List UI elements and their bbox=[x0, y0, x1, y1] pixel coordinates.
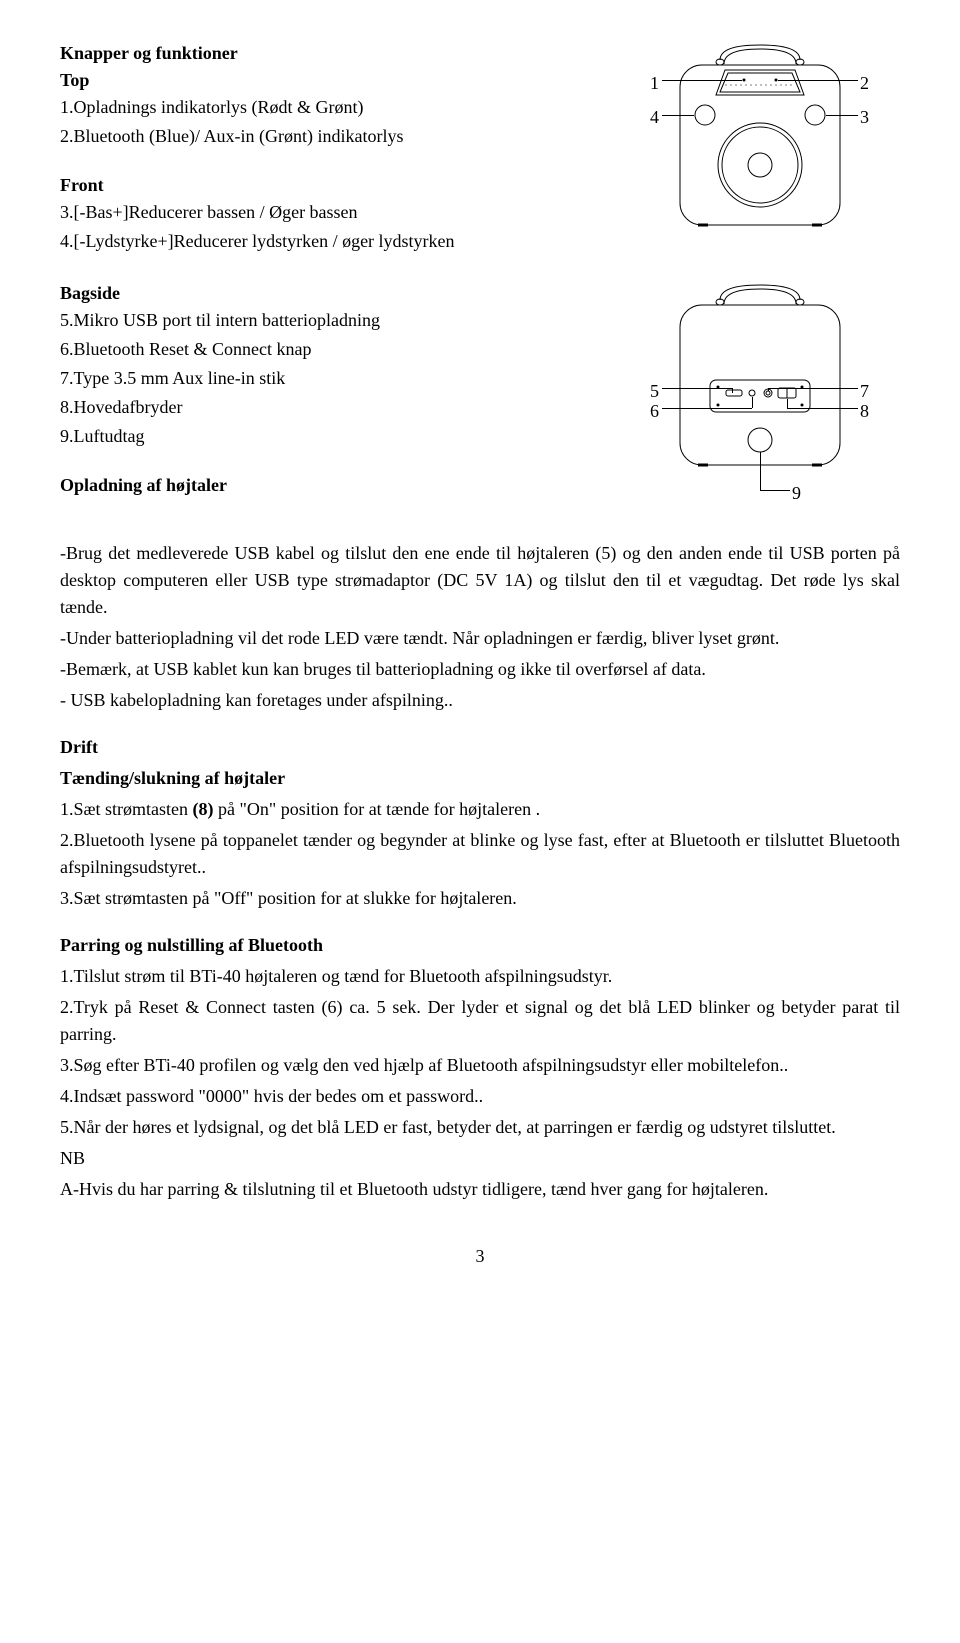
left-column: Knapper og funktioner Top 1.Opladnings i… bbox=[60, 40, 580, 257]
leader-8v bbox=[787, 399, 788, 408]
heading-drift: Drift bbox=[60, 734, 900, 761]
bagside-item-5: 5.Mikro USB port til intern batterioplad… bbox=[60, 307, 580, 334]
heading-parring: Parring og nulstilling af Bluetooth bbox=[60, 932, 900, 959]
leader-5 bbox=[662, 388, 732, 389]
leader-6 bbox=[662, 408, 752, 409]
bagside-item-7: 7.Type 3.5 mm Aux line-in stik bbox=[60, 365, 580, 392]
opladning-p3: -Bemærk, at USB kablet kun kan bruges ti… bbox=[60, 656, 900, 683]
bagside-item-6: 6.Bluetooth Reset & Connect knap bbox=[60, 336, 580, 363]
page-number: 3 bbox=[60, 1243, 900, 1270]
left-column-bagside: Bagside 5.Mikro USB port til intern batt… bbox=[60, 280, 580, 499]
bagside-item-9: 9.Luftudtag bbox=[60, 423, 580, 450]
leader-5v bbox=[732, 388, 733, 393]
opladning-p4: - USB kabelopladning kan foretages under… bbox=[60, 687, 900, 714]
diagram-back: 5 6 7 8 9 bbox=[620, 280, 900, 520]
leader-7 bbox=[768, 388, 858, 389]
diag-label-4: 4 bbox=[650, 104, 659, 131]
heading-opladning: Opladning af højtaler bbox=[60, 472, 580, 499]
parring-item-3: 3.Søg efter BTi-40 profilen og vælg den … bbox=[60, 1052, 900, 1079]
top-item-2: 2.Bluetooth (Blue)/ Aux-in (Grønt) indik… bbox=[60, 123, 580, 150]
diag-label-1: 1 bbox=[650, 70, 659, 97]
heading-top: Top bbox=[60, 67, 580, 94]
leader-7v bbox=[768, 388, 769, 391]
parring-item-1: 1.Tilslut strøm til BTi-40 højtaleren og… bbox=[60, 963, 900, 990]
diag-label-9: 9 bbox=[792, 480, 801, 507]
diagram-back-wrapper: 5 6 7 8 9 bbox=[620, 280, 900, 520]
taending-item-1: 1.Sæt strømtasten (8) på "On" position f… bbox=[60, 796, 900, 823]
heading-bagside: Bagside bbox=[60, 280, 580, 307]
leader-8 bbox=[787, 408, 858, 409]
leader-4 bbox=[662, 115, 694, 116]
opladning-p2: -Under batteriopladning vil det rode LED… bbox=[60, 625, 900, 652]
heading-knapper: Knapper og funktioner bbox=[60, 40, 580, 67]
leader-6v bbox=[752, 397, 753, 408]
front-item-3: 3.[-Bas+]Reducerer bassen / Øger bassen bbox=[60, 199, 580, 226]
taending-1a: 1.Sæt strømtasten bbox=[60, 799, 193, 819]
opladning-p1: -Brug det medleverede USB kabel og tilsl… bbox=[60, 540, 900, 621]
parring-item-5: 5.Når der høres et lydsignal, og det blå… bbox=[60, 1114, 900, 1141]
front-speaker-svg bbox=[620, 40, 900, 260]
leader-2 bbox=[778, 80, 858, 81]
taending-1c: på "On" position for at tænde for højtal… bbox=[214, 799, 541, 819]
bagside-item-8: 8.Hovedafbryder bbox=[60, 394, 580, 421]
taending-item-2: 2.Bluetooth lysene på toppanelet tænder … bbox=[60, 827, 900, 881]
diagram-front-wrapper: 1 2 4 3 bbox=[620, 40, 900, 260]
heading-taending: Tænding/slukning af højtaler bbox=[60, 765, 900, 792]
leader-3 bbox=[826, 115, 858, 116]
parring-item-4: 4.Indsæt password "0000" hvis der bedes … bbox=[60, 1083, 900, 1110]
diag-label-6: 6 bbox=[650, 398, 659, 425]
leader-9 bbox=[760, 490, 790, 491]
top-item-1: 1.Opladnings indikatorlys (Rødt & Grønt) bbox=[60, 94, 580, 121]
diag-label-3: 3 bbox=[860, 104, 869, 131]
heading-front: Front bbox=[60, 172, 580, 199]
diag-label-2: 2 bbox=[860, 70, 869, 97]
taending-item-3: 3.Sæt strømtasten på "Off" position for … bbox=[60, 885, 900, 912]
parring-nb: NB bbox=[60, 1145, 900, 1172]
leader-1 bbox=[662, 80, 742, 81]
taending-1b: (8) bbox=[193, 799, 214, 819]
leader-9v bbox=[760, 452, 761, 490]
diagram-front: 1 2 4 3 bbox=[620, 40, 900, 260]
parring-item-2: 2.Tryk på Reset & Connect tasten (6) ca.… bbox=[60, 994, 900, 1048]
parring-a: A-Hvis du har parring & tilslutning til … bbox=[60, 1176, 900, 1203]
diag-label-8: 8 bbox=[860, 398, 869, 425]
front-item-4: 4.[-Lydstyrke+]Reducerer lydstyrken / øg… bbox=[60, 228, 580, 255]
